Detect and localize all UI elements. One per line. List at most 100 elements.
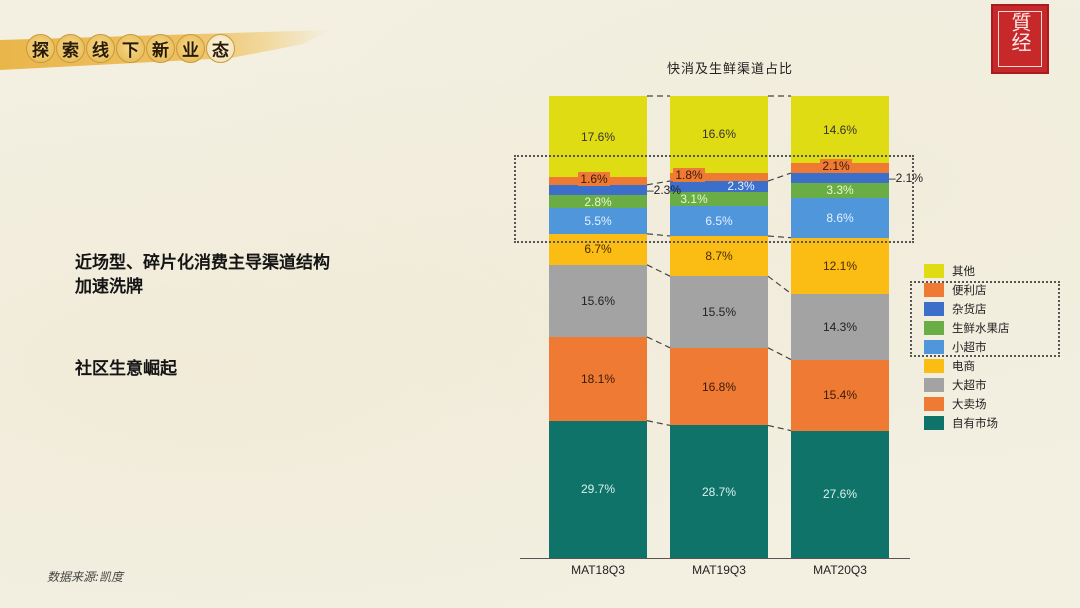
data-label: 15.6%	[580, 293, 616, 308]
bar-segment: 15.6%	[549, 264, 647, 337]
bar-segment: 14.6%	[791, 96, 889, 164]
bar-segment: 18.1%	[549, 336, 647, 421]
chart-title: 快消及生鲜渠道占比	[666, 62, 793, 77]
legend-item: 小超市	[924, 337, 1010, 356]
title-char: 探	[26, 34, 55, 63]
legend-label: 便利店	[952, 282, 987, 297]
callout-label: –2.1%	[889, 170, 924, 185]
legend-label: 大卖场	[952, 396, 987, 411]
callout-label: –2.3%	[647, 183, 682, 198]
bar-segment: 5.5%	[549, 208, 647, 234]
bullet-2-line-1: 社区生意崛起	[75, 359, 177, 379]
bar-segment: 27.6%	[791, 430, 889, 558]
bar-segment: 28.7%	[670, 425, 768, 558]
legend-swatch	[924, 320, 944, 335]
title-char: 下	[116, 34, 145, 63]
data-label: 14.6%	[822, 122, 858, 137]
legend-item: 自有市场	[924, 413, 1010, 432]
data-label: 2.1%	[820, 159, 852, 174]
data-label: 16.6%	[701, 127, 737, 142]
bar-segment: 29.7%	[549, 420, 647, 558]
data-label: 27.6%	[822, 487, 858, 502]
x-tick-label: MAT20Q3	[813, 563, 867, 577]
title-char: 新	[146, 34, 175, 63]
data-label: 5.5%	[584, 214, 612, 229]
data-label: 3.3%	[826, 183, 854, 198]
bar-segment: 3.3%	[791, 182, 889, 199]
bar-segment: 2.8%	[549, 194, 647, 209]
bar-segment: 12.1%	[791, 237, 889, 294]
data-label: 28.7%	[701, 484, 737, 499]
legend-item: 大卖场	[924, 394, 1010, 413]
data-label: 18.1%	[580, 371, 616, 386]
data-label: 12.1%	[822, 258, 858, 273]
highlight-box-small-format	[514, 155, 914, 243]
bar-segment: 8.6%	[791, 198, 889, 238]
title-char: 业	[176, 34, 205, 63]
data-label: 3.1%	[680, 191, 708, 206]
legend-item: 生鲜水果店	[924, 318, 1010, 337]
bullet-point-1: 近场型、碎片化消费主导渠道结构 加速洗牌	[75, 251, 330, 299]
data-label: 29.7%	[580, 482, 616, 497]
title-char: 态	[206, 34, 235, 63]
bar-segment	[549, 184, 647, 196]
bar-segment	[791, 173, 889, 183]
bullet-point-2: 社区生意崛起	[75, 357, 177, 381]
legend-label: 电商	[952, 358, 975, 373]
legend-label: 大超市	[952, 377, 987, 392]
bar-MAT19Q3: 28.7% 16.8% 15.5% 8.7% 6.5% 3.1% 2.3% 1.8% 16.6%	[670, 96, 768, 558]
legend-item: 电商	[924, 356, 1010, 375]
bar-segment: 1.6%	[549, 172, 647, 187]
data-label: 8.6%	[826, 210, 854, 225]
bar-segment: 14.3%	[791, 293, 889, 360]
data-label: 6.5%	[705, 213, 733, 228]
data-label: 1.6%	[578, 172, 610, 187]
legend-item: 其他	[924, 261, 1010, 280]
title-char: 线	[86, 34, 115, 63]
legend-highlight-box	[910, 281, 1060, 357]
bar-segment: 16.8%	[670, 347, 768, 426]
bar-segment: 15.4%	[791, 359, 889, 431]
title-char: 索	[56, 34, 85, 63]
legend-item: 大超市	[924, 375, 1010, 394]
bar-segment: 1.8%	[670, 167, 768, 182]
legend-label: 自有市场	[952, 415, 998, 430]
legend-label: 生鲜水果店	[952, 320, 1010, 335]
data-label: 2.8%	[584, 194, 612, 209]
bar-segment: 16.6%	[670, 96, 768, 173]
data-label: 15.5%	[701, 304, 737, 319]
data-label: 1.8%	[673, 167, 705, 182]
legend-label: 其他	[952, 263, 975, 278]
data-label: 14.3%	[822, 319, 858, 334]
data-label: 17.6%	[580, 129, 616, 144]
bullet-1-line-1: 近场型、碎片化消费主导渠道结构	[75, 253, 330, 273]
data-label: 6.7%	[584, 242, 612, 257]
bar-segment: 6.7%	[549, 233, 647, 265]
legend-swatch	[924, 301, 944, 316]
bar-MAT20Q3: 27.6% 15.4% 14.3% 12.1% 8.6% 3.3% 2.1% 14.6%	[791, 96, 889, 558]
legend-item: 杂货店	[924, 299, 1010, 318]
bar-segment: 2.3%	[670, 179, 768, 194]
data-source: 数据来源:凯度	[47, 570, 124, 584]
legend-item: 便利店	[924, 280, 1010, 299]
legend-label: 小超市	[952, 339, 987, 354]
bar-segment: 17.6%	[549, 96, 647, 178]
bar-segment: 15.5%	[670, 276, 768, 348]
legend-swatch	[924, 377, 944, 392]
data-label: 15.4%	[822, 388, 858, 403]
data-label: 16.8%	[701, 379, 737, 394]
logo: 質经	[991, 4, 1049, 74]
section-title: 探索线下新业态	[26, 34, 235, 63]
data-label: 8.7%	[705, 249, 733, 264]
data-label: 2.3%	[727, 179, 755, 194]
legend-swatch	[924, 263, 944, 278]
legend-swatch	[924, 396, 944, 411]
bullet-1-line-2: 加速洗牌	[75, 277, 143, 297]
bar-MAT18Q3: 29.7% 18.1% 15.6% 6.7% 5.5% 2.8% 1.6% 17.6%	[549, 96, 647, 558]
bar-segment: 3.1%	[670, 191, 768, 206]
x-tick-label: MAT19Q3	[692, 563, 746, 577]
legend-swatch	[924, 339, 944, 354]
legend-swatch	[924, 415, 944, 430]
